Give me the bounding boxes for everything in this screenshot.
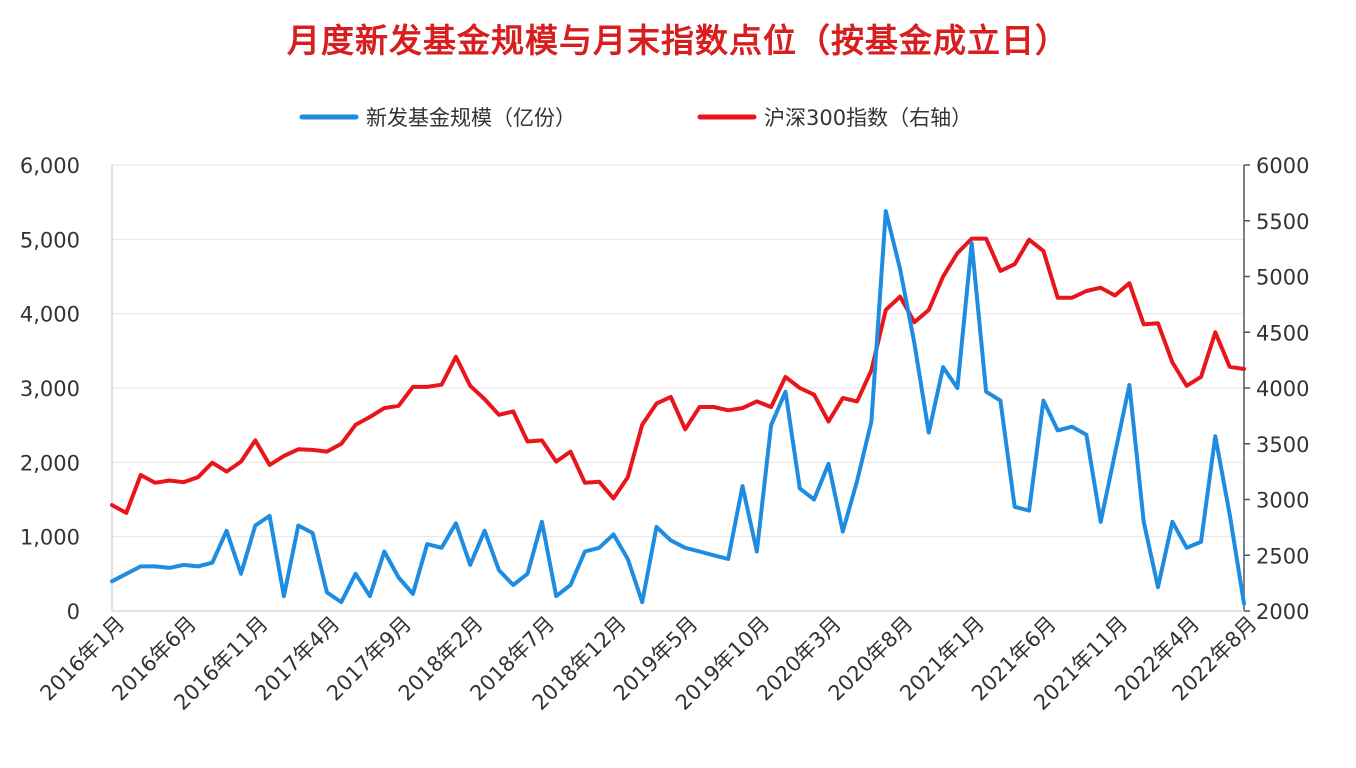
y-right-tick-label: 5000	[1256, 266, 1309, 290]
y-right-tick-label: 2000	[1256, 600, 1309, 624]
y-left-tick-label: 1,000	[20, 526, 80, 550]
legend-item-fund-size: 新发基金规模（亿份）	[299, 106, 576, 130]
y-right-tick-label: 5500	[1256, 210, 1309, 234]
grid-layer	[112, 164, 1244, 538]
y-left-tick-label: 2,000	[20, 451, 80, 475]
legend-label: 新发基金规模（亿份）	[366, 106, 576, 130]
legend-item-csi300: 沪深300指数（右轴）	[697, 106, 972, 130]
legend-label: 沪深300指数（右轴）	[764, 106, 972, 130]
axis-layer: 0 1,000 2,000 3,000 4,000 5,000 6,000 2000 2500 3…	[20, 154, 1310, 715]
y-right-tick-label: 4000	[1256, 377, 1309, 401]
y-left-tick-label: 6,000	[20, 154, 80, 178]
chart-title: 月度新发基金规模与月末指数点位（按基金成立日）	[287, 21, 1069, 60]
y-left-tick-label: 4,000	[20, 303, 80, 327]
y-left-tick-label: 3,000	[20, 377, 80, 401]
y-right-tick-label: 3500	[1256, 433, 1309, 457]
y-left-tick-label: 0	[67, 600, 80, 624]
series-line-fund-size	[110, 209, 1246, 606]
series-line-csi300	[110, 236, 1246, 515]
y-right-tick-label: 4500	[1256, 321, 1309, 345]
y-right-tick-label: 3000	[1256, 489, 1309, 513]
y-right-tick-label: 2500	[1256, 544, 1309, 568]
y-right-tick-label: 6000	[1256, 154, 1309, 178]
legend-layer: 新发基金规模（亿份） 沪深300指数（右轴）	[299, 106, 972, 130]
y-left-tick-label: 5,000	[20, 228, 80, 252]
series-layer	[110, 209, 1246, 606]
